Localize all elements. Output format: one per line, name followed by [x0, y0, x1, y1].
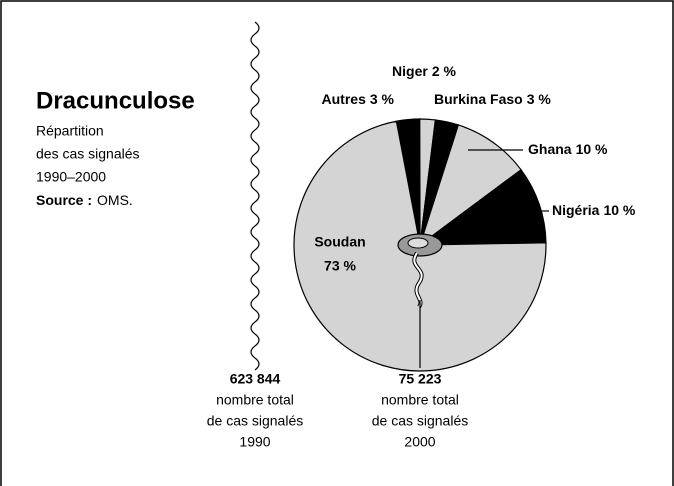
annotation-number: 623 844 [230, 371, 281, 387]
slice-value: 3 % [527, 91, 552, 107]
annotation-text: de cas signalés [372, 413, 469, 429]
slice-value: 10 % [603, 202, 635, 218]
subtitle: des cas signalés [36, 146, 140, 162]
slice-value: 2 % [432, 63, 457, 79]
annotation-text: 1990 [239, 434, 270, 450]
source-name: OMS. [97, 192, 133, 208]
chart-title: Dracunculose [36, 87, 195, 114]
annotation-text: nombre total [381, 392, 459, 408]
subtitle: Répartition [36, 123, 104, 139]
slice-name: Nigéria [552, 202, 600, 218]
worm-body [408, 238, 428, 248]
slice-value: 3 % [370, 91, 395, 107]
annotation-text: nombre total [216, 392, 294, 408]
slice-name: Burkina Faso [434, 91, 523, 107]
source-label: Source : [36, 192, 92, 208]
annotation-text: 2000 [404, 434, 435, 450]
annotation-number: 75 223 [399, 371, 442, 387]
slice-name: Soudan [314, 234, 365, 250]
slice-name: Autres [322, 91, 367, 107]
worm-line [251, 22, 259, 370]
slice-value: 10 % [576, 141, 608, 157]
slice-name: Ghana [528, 141, 572, 157]
source: Source : OMS. [36, 192, 133, 208]
annotation-text: de cas signalés [207, 413, 304, 429]
subtitle: 1990–2000 [36, 169, 106, 185]
slice-value: 73 % [324, 258, 356, 274]
slice-name: Niger [392, 63, 428, 79]
chart: Dracunculose Répartition des cas signalé… [0, 0, 674, 486]
